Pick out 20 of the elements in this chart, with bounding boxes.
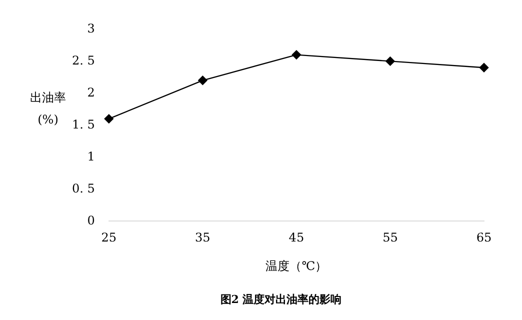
x-tick-label: 65: [476, 230, 492, 245]
y-axis-title: 出油率 (%): [30, 90, 66, 126]
point: [104, 114, 114, 124]
x-tick-label: 25: [101, 230, 117, 245]
y-tick-label: 0: [87, 213, 95, 228]
x-tick-label: 55: [382, 230, 398, 245]
y-tick-label: 1: [87, 149, 95, 164]
y-tick-label: 0. 5: [72, 181, 95, 196]
y-tick-label: 2. 5: [72, 53, 95, 68]
caption: 图2 温度对出油率的影响: [220, 292, 342, 306]
x-axis-title: 温度（℃）: [266, 258, 328, 273]
y-tick-label: 2: [87, 85, 95, 100]
y-tick-label: 1. 5: [72, 117, 95, 132]
point: [386, 56, 395, 66]
point: [292, 50, 302, 60]
point: [198, 76, 208, 85]
y-tick-label: 3: [87, 21, 95, 36]
x-tick-label: 45: [288, 230, 304, 245]
x-tick-label: 35: [195, 230, 210, 245]
point: [479, 63, 489, 72]
